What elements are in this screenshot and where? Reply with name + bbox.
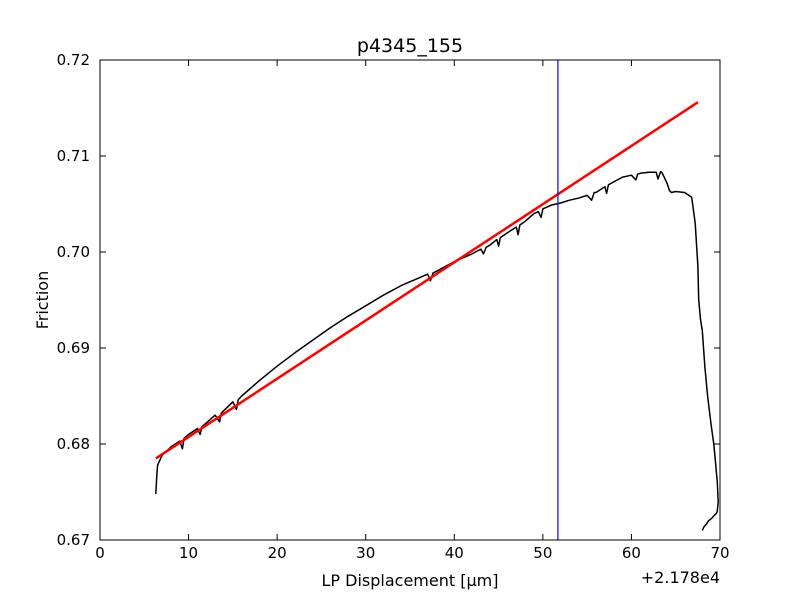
axes-frame [99,59,721,541]
x-axis-label: LP Displacement [μm] [322,571,499,590]
x-tick-label: 20 [268,544,287,562]
x-axis-offset-label: +2.178e4 [641,568,720,587]
series-line-1 [155,170,719,531]
y-tick-label: 0.71 [57,147,90,165]
x-tick-label: 0 [95,544,105,562]
x-tick-label: 50 [533,544,552,562]
y-tick-label: 0.68 [57,435,90,453]
x-tick-label: 30 [356,544,375,562]
y-tick-label: 0.67 [57,531,90,549]
x-tick-label: 70 [710,544,729,562]
x-tick-label: 10 [179,544,198,562]
y-tick-label: 0.69 [57,339,90,357]
x-tick-label: 60 [622,544,641,562]
series-line-2 [155,101,699,460]
x-tick-label: 40 [445,544,464,562]
axes: 0 10 20 30 40 50 60 70 0.67 0.68 0.69 0.70 0.71 0.72 [57,51,730,562]
y-tick-label: 0.72 [57,51,90,69]
y-axis-label: Friction [33,271,52,330]
y-tick-label: 0.70 [57,243,90,261]
plot-area [155,60,719,540]
chart-title: p4345_155 [357,35,463,57]
